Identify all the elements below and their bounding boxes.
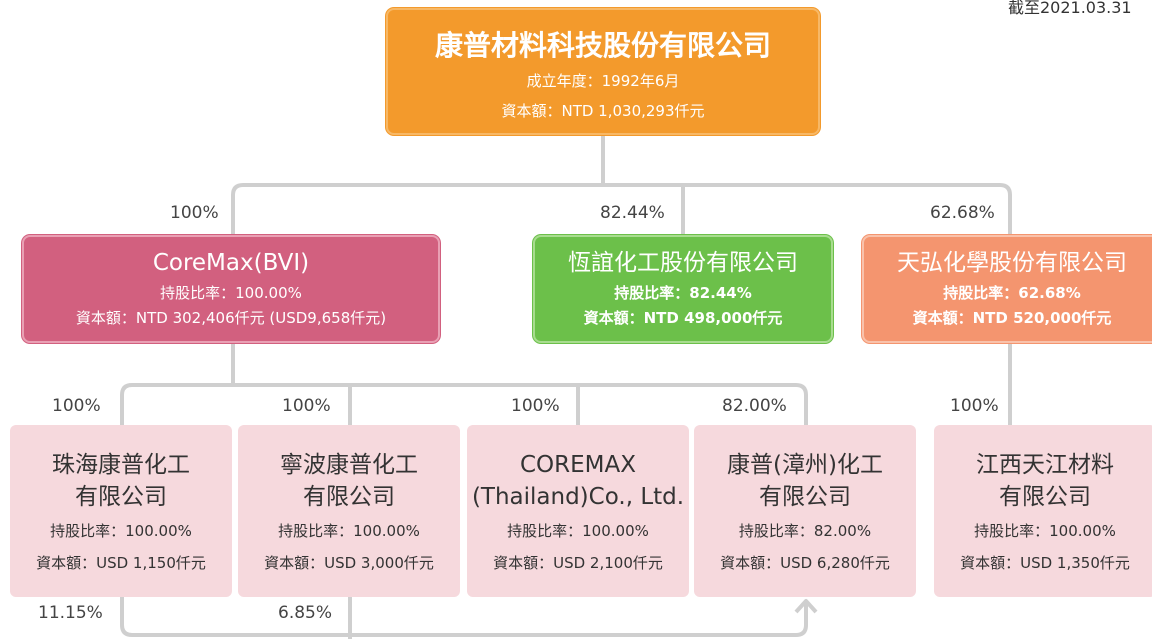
connector [348,385,580,425]
node-line: 持股比率：100.00% [507,522,649,540]
node-name: 恆誼化工股份有限公司 [568,250,798,276]
cross-share: 11.15% [38,603,103,623]
node-line: 資本額：NTD 498,000仟元 [583,309,783,327]
share: 100% [52,396,101,416]
node-name: 有限公司 [303,484,395,510]
node-name: 有限公司 [759,484,851,510]
node-name: COREMAX [519,452,636,478]
connector [120,597,808,637]
node-line: 持股比率：82.44% [614,284,752,302]
affiliate-node: 江西天江材料 有限公司持股比率：100.00% 資本額：USD 1,350仟元 [934,425,1152,597]
node-line: 資本額：USD 6,280仟元 [720,554,890,572]
node-line: 持股比率：62.68% [943,284,1081,302]
affiliate-node: 寧波康普化工 有限公司持股比率：100.00% 資本額：USD 3,000仟元 [238,425,460,597]
cross-share: 6.85% [278,603,333,623]
share: 62.68% [930,203,995,223]
root-line: 成立年度：1992年6月 [526,72,680,90]
node-line: 資本額：USD 2,100仟元 [493,554,663,572]
affiliate-node: 康普(漳州)化工 有限公司持股比率：82.00% 資本額：USD 6,280仟元 [694,425,916,597]
share: 82.44% [600,203,665,223]
node-line: 資本額：USD 1,350仟元 [960,554,1130,572]
connector [231,183,1012,235]
node-name: 江西天江材料 [976,452,1114,478]
subsidiary-node: CoreMax(BVI) 持股比率：100.00% 資本額：NTD 302,406仟… [22,235,440,343]
share: 82.00% [722,396,787,416]
subsidiary-node: 恆誼化工股份有限公司持股比率：82.44% 資本額：NTD 498,000仟元 [533,235,833,343]
share: 100% [950,396,999,416]
affiliate-node: 珠海康普化工 有限公司持股比率：100.00% 資本額：USD 1,150仟元 [10,425,232,597]
share: 100% [511,396,560,416]
node-name: 康普(漳州)化工 [727,452,883,478]
node-line: 資本額：USD 3,000仟元 [264,554,434,572]
connector [120,383,808,425]
share: 100% [170,203,219,223]
node-name: 有限公司 [999,484,1091,510]
node-line: 持股比率：100.00% [974,522,1116,540]
node-line: 持股比率：82.00% [738,522,872,540]
share: 100% [282,396,331,416]
subsidiary-node: 天弘化學股份有限公司持股比率：62.68% 資本額：NTD 520,000仟元 [862,235,1152,343]
root-name: 康普材料科技股份有限公司 [434,29,771,62]
node-line: 持股比率：100.00% [160,284,302,302]
arrow-head [794,599,818,614]
date: 截至2021.03.31 [1008,0,1132,17]
node-line: 資本額：NTD 520,000仟元 [912,309,1112,327]
node-name: CoreMax(BVI) [152,250,310,276]
root-node: 康普材料科技股份有限公司 成立年度：1992年6月 資本額：NTD 1,030,… [386,8,820,135]
affiliate-node: COREMAX (Thailand)Co., Ltd. 持股比率：100.00% 資本… [467,425,689,597]
node-name: 天弘化學股份有限公司 [897,250,1127,276]
node-name: 寧波康普化工 [280,452,418,478]
node-line: 資本額：USD 1,150仟元 [36,554,206,572]
node-line: 持股比率：100.00% [278,522,420,540]
node-name: 有限公司 [75,484,167,510]
node-name: (Thailand)Co., Ltd. [471,484,685,510]
node-line: 持股比率：100.00% [50,522,192,540]
root-line: 資本額：NTD 1,030,293仟元 [501,102,705,120]
node-line: 資本額：NTD 302,406仟元 (USD9,658仟元) [75,309,387,327]
node-name: 珠海康普化工 [52,452,190,478]
